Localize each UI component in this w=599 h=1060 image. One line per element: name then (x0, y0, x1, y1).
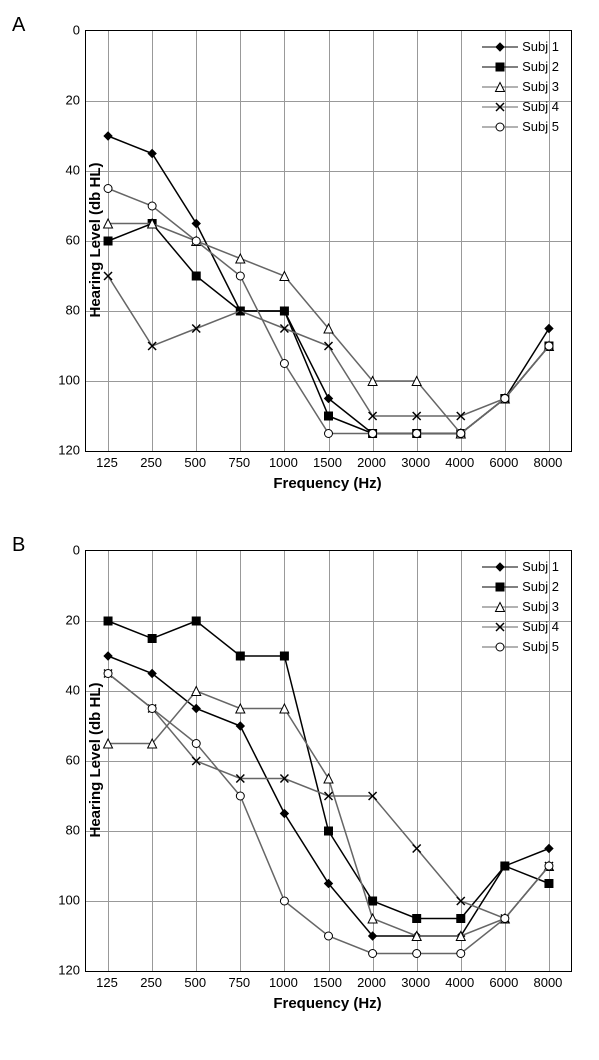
legend-item: Subj 5 (482, 637, 559, 657)
x-tick-label: 250 (140, 455, 162, 470)
y-tick-label: 120 (50, 963, 80, 978)
y-tick-label: 20 (50, 613, 80, 628)
x-tick-label: 750 (228, 975, 250, 990)
legend-label: Subj 1 (522, 37, 559, 57)
legend-swatch (482, 560, 518, 574)
legend-item: Subj 5 (482, 117, 559, 137)
x-tick-label: 500 (184, 975, 206, 990)
legend-swatch (482, 600, 518, 614)
legend-item: Subj 2 (482, 57, 559, 77)
legend-label: Subj 4 (522, 97, 559, 117)
y-tick-label: 120 (50, 443, 80, 458)
y-tick-label: 100 (50, 373, 80, 388)
x-tick-label: 3000 (401, 455, 430, 470)
x-ticks: 125 250 500 750 1000 1500 2000 3000 4000 6000 8000 (85, 455, 570, 475)
y-tick-label: 60 (50, 233, 80, 248)
y-ticks: 020406080100120 (50, 550, 80, 970)
legend-swatch (482, 60, 518, 74)
legend-label: Subj 5 (522, 637, 559, 657)
legend-swatch (482, 80, 518, 94)
legend-label: Subj 2 (522, 577, 559, 597)
x-axis-label: Frequency (Hz) (85, 475, 570, 492)
legend-swatch (482, 120, 518, 134)
y-tick-label: 40 (50, 683, 80, 698)
x-tick-label: 4000 (445, 455, 474, 470)
legend-label: Subj 1 (522, 557, 559, 577)
x-tick-label: 1500 (313, 975, 342, 990)
y-tick-label: 100 (50, 893, 80, 908)
chart-panel-B: B Subj 1Subj 2Subj 3Subj 4Subj 5 0 20 40 60 80… (10, 530, 589, 1030)
y-ticks: 020406080100120 (50, 30, 80, 450)
x-tick-label: 1000 (269, 455, 298, 470)
plot-area: Subj 1Subj 2Subj 3Subj 4Subj 5 (85, 550, 572, 972)
y-tick-label: 0 (50, 23, 80, 38)
legend-item: Subj 1 (482, 557, 559, 577)
legend-item: Subj 2 (482, 577, 559, 597)
y-axis-label: Hearing Level (db HL) (87, 682, 104, 837)
series-subj3 (104, 219, 554, 438)
x-tick-label: 4000 (445, 975, 474, 990)
legend-item: Subj 3 (482, 77, 559, 97)
legend-swatch (482, 580, 518, 594)
legend-label: Subj 5 (522, 117, 559, 137)
chart-panel-A: A Subj 1Subj 2Subj 3Subj 4Subj 5 0 20 40 60 80… (10, 10, 589, 510)
x-tick-label: 8000 (533, 975, 562, 990)
legend-label: Subj 2 (522, 57, 559, 77)
legend-label: Subj 4 (522, 617, 559, 637)
x-tick-label: 1000 (269, 975, 298, 990)
x-tick-label: 250 (140, 975, 162, 990)
x-tick-label: 6000 (489, 975, 518, 990)
panel-label: A (12, 14, 25, 37)
legend-item: Subj 1 (482, 37, 559, 57)
series-subj5 (104, 670, 553, 958)
y-tick-label: 80 (50, 823, 80, 838)
legend: Subj 1Subj 2Subj 3Subj 4Subj 5 (482, 557, 559, 657)
x-tick-label: 2000 (357, 455, 386, 470)
x-tick-label: 1500 (313, 455, 342, 470)
legend-swatch (482, 640, 518, 654)
x-ticks: 125 250 500 750 1000 1500 2000 3000 4000 6000 8000 (85, 975, 570, 995)
y-tick-label: 60 (50, 753, 80, 768)
legend-swatch (482, 100, 518, 114)
x-tick-label: 750 (228, 455, 250, 470)
y-tick-label: 40 (50, 163, 80, 178)
series-subj1 (104, 132, 553, 438)
legend-swatch (482, 40, 518, 54)
x-tick-label: 6000 (489, 455, 518, 470)
legend: Subj 1Subj 2Subj 3Subj 4Subj 5 (482, 37, 559, 137)
y-axis-label: Hearing Level (db HL) (87, 162, 104, 317)
y-tick-label: 80 (50, 303, 80, 318)
legend-swatch (482, 620, 518, 634)
y-tick-label: 20 (50, 93, 80, 108)
legend-item: Subj 4 (482, 617, 559, 637)
series-subj2 (104, 617, 553, 923)
x-tick-label: 2000 (357, 975, 386, 990)
legend-item: Subj 3 (482, 597, 559, 617)
x-tick-label: 3000 (401, 975, 430, 990)
series-subj3 (104, 687, 554, 941)
x-tick-label: 125 (96, 975, 118, 990)
x-tick-label: 8000 (533, 455, 562, 470)
y-tick-label: 0 (50, 543, 80, 558)
panel-label: B (12, 534, 25, 557)
x-tick-label: 500 (184, 455, 206, 470)
x-axis-label: Frequency (Hz) (85, 995, 570, 1012)
plot-area: Subj 1Subj 2Subj 3Subj 4Subj 5 (85, 30, 572, 452)
legend-label: Subj 3 (522, 77, 559, 97)
legend-label: Subj 3 (522, 597, 559, 617)
x-tick-label: 125 (96, 455, 118, 470)
legend-item: Subj 4 (482, 97, 559, 117)
